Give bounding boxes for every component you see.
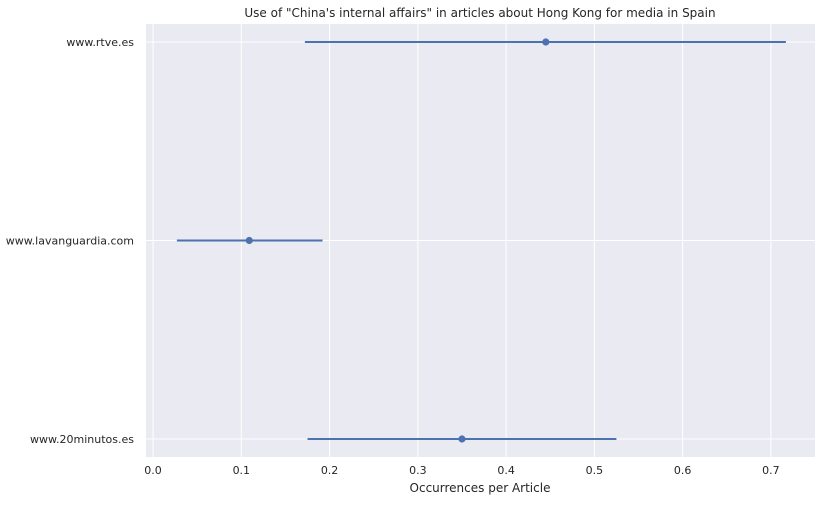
x-tick-label: 0.3: [409, 464, 427, 477]
x-tick-label: 0.6: [674, 464, 692, 477]
data-series: [176, 38, 786, 443]
x-axis-label: Occurrences per Article: [410, 481, 551, 495]
data-point: [542, 38, 550, 46]
y-category-labels: www.rtve.es www.lavanguardia.com www.20min…: [6, 36, 135, 446]
x-tick-label: 0.4: [497, 464, 515, 477]
x-tick-label: 0.5: [586, 464, 604, 477]
x-tick-label: 0.1: [233, 464, 251, 477]
x-tick-label: 0.7: [762, 464, 780, 477]
chart-title: Use of "China's internal affairs" in art…: [244, 6, 715, 20]
data-point: [245, 236, 253, 245]
x-tick-label: 0.2: [321, 464, 339, 477]
data-point: [458, 435, 466, 443]
y-category-label: www.rtve.es: [66, 36, 134, 49]
y-category-label: www.20minutos.es: [30, 433, 134, 446]
x-tick-labels: 0.0 0.1 0.2 0.3 0.4 0.5 0.6 0.7: [144, 464, 779, 477]
x-tick-label: 0.0: [144, 464, 162, 477]
y-category-label: www.lavanguardia.com: [6, 235, 134, 248]
